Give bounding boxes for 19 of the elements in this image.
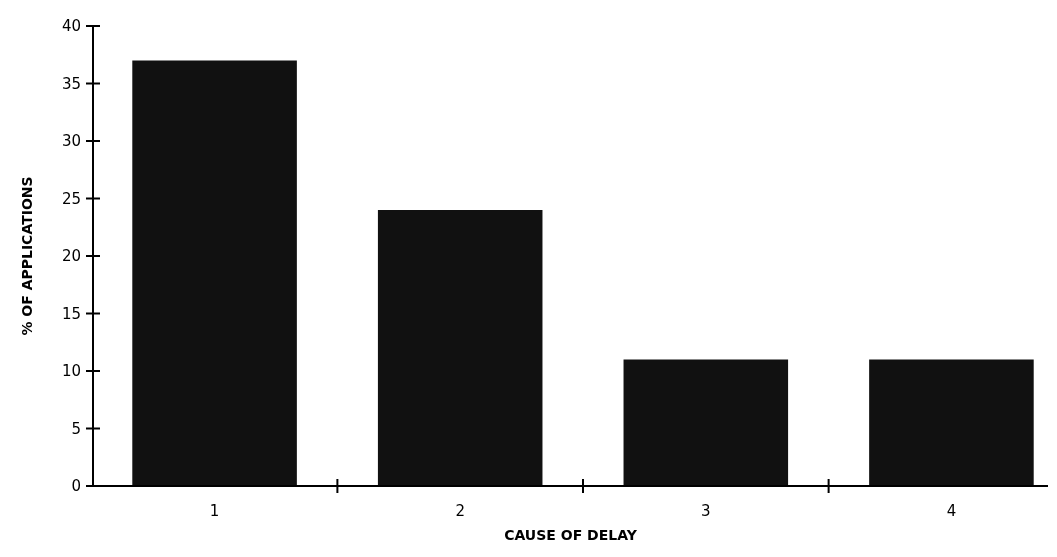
- y-axis-title: % OF APPLICATIONS: [19, 176, 35, 336]
- y-tick-label: 5: [71, 419, 81, 438]
- y-tick-label: 30: [61, 132, 81, 151]
- x-axis-title: CAUSE OF DELAY: [504, 527, 638, 543]
- bar: [869, 359, 1034, 486]
- bar: [623, 359, 789, 486]
- y-tick-label: 25: [61, 189, 81, 208]
- x-tick-label: 3: [701, 502, 711, 520]
- y-tick-label: 40: [61, 17, 81, 36]
- x-tick-label: 1: [209, 502, 220, 520]
- y-tick-label: 20: [61, 247, 81, 266]
- bar: [132, 60, 297, 486]
- x-tick-label: 4: [946, 502, 957, 520]
- y-tick-label: 15: [61, 304, 81, 323]
- y-tick-label: 0: [71, 477, 81, 496]
- x-tick-label: 2: [455, 502, 465, 520]
- y-tick-label: 35: [61, 74, 81, 93]
- bar: [377, 210, 543, 486]
- y-tick-label: 10: [61, 362, 81, 381]
